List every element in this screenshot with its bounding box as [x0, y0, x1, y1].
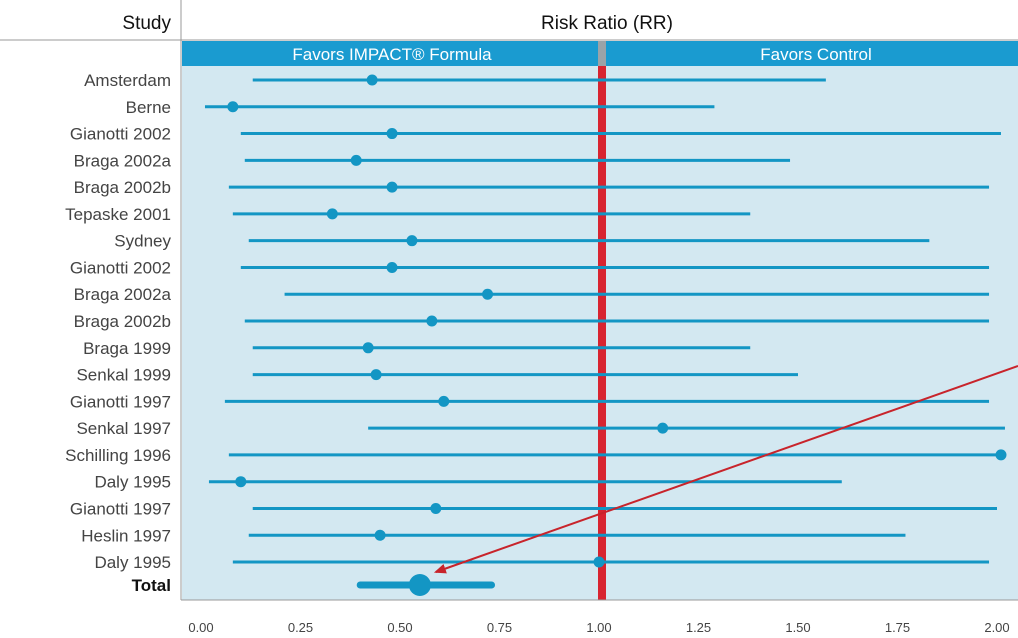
x-tick-label: 0.00	[188, 620, 213, 635]
x-tick-label: 2.00	[984, 620, 1009, 635]
point-estimate	[995, 449, 1007, 461]
study-row: Braga 1999	[83, 339, 751, 358]
study-label: Gianotti 2002	[70, 125, 171, 144]
study-label: Braga 2002b	[74, 178, 171, 197]
x-tick-label: 1.25	[686, 620, 711, 635]
study-row: Schilling 1996	[65, 446, 1007, 465]
x-tick-label: 0.75	[487, 620, 512, 635]
x-tick-label: 0.50	[387, 620, 412, 635]
point-estimate	[657, 422, 669, 434]
study-label: Heslin 1997	[81, 526, 171, 545]
favors-impact-label: Favors IMPACT® Formula	[292, 45, 492, 64]
reference-line	[598, 66, 606, 600]
point-estimate	[430, 502, 442, 514]
study-row: Braga 2002b	[74, 178, 990, 197]
study-row: Senkal 1999	[76, 366, 798, 385]
study-label: Tepaske 2001	[65, 205, 171, 224]
study-label: Schilling 1996	[65, 446, 171, 465]
point-estimate	[482, 288, 494, 300]
study-label: Senkal 1999	[76, 366, 171, 385]
point-estimate	[366, 74, 378, 86]
study-row: Braga 2002b	[74, 312, 990, 331]
point-estimate	[593, 556, 605, 568]
point-estimate	[235, 476, 247, 488]
study-label: Amsterdam	[84, 71, 171, 90]
point-estimate	[326, 208, 338, 220]
annotation	[433, 365, 1018, 574]
x-tick-label: 1.50	[785, 620, 810, 635]
study-column-header: Study	[122, 13, 171, 34]
chart-title: Risk Ratio (RR)	[541, 13, 673, 34]
study-row: Gianotti 2002	[70, 125, 1001, 144]
study-row: Senkal 1997	[76, 419, 1005, 438]
study-label: Braga 2002a	[74, 151, 172, 170]
reference-line-cap	[598, 41, 606, 66]
study-label: Gianotti 1997	[70, 392, 171, 411]
study-row: Amsterdam	[84, 71, 826, 90]
total-label: Total	[132, 576, 171, 595]
study-label: Gianotti 1997	[70, 499, 171, 518]
point-estimate	[386, 128, 398, 140]
x-tick-label: 1.00	[586, 620, 611, 635]
study-label: Braga 2002a	[74, 285, 172, 304]
study-row: Daly 1995	[94, 473, 842, 492]
point-estimate	[386, 181, 398, 193]
study-label: Daly 1995	[94, 473, 171, 492]
x-tick-label: 1.75	[885, 620, 910, 635]
annotation-arrow	[433, 365, 1018, 574]
study-row: Gianotti 1997	[70, 392, 990, 411]
total-point-estimate	[408, 574, 431, 596]
point-estimate	[374, 529, 386, 541]
study-row: Heslin 1997	[81, 526, 906, 545]
study-row: Sydney	[114, 232, 930, 251]
point-estimate	[426, 315, 438, 327]
study-label: Braga 1999	[83, 339, 171, 358]
study-label: Sydney	[114, 232, 171, 251]
favors-control-label: Favors Control	[760, 45, 871, 64]
x-tick-label: 0.25	[288, 620, 313, 635]
total-row: Total	[132, 574, 496, 596]
study-rows: Amsterdam Berne Gianotti 2002 Braga 2002a Br…	[65, 71, 1007, 596]
study-row: Gianotti 2002	[70, 258, 990, 277]
point-estimate	[386, 261, 398, 273]
point-estimate	[227, 101, 239, 113]
point-estimate	[370, 369, 382, 381]
favors-control-band	[606, 41, 1018, 66]
study-label: Berne	[126, 98, 171, 117]
point-estimate	[406, 235, 418, 247]
study-row: Berne	[126, 98, 715, 117]
point-estimate	[362, 342, 374, 354]
study-label: Senkal 1997	[76, 419, 171, 438]
x-axis-ticks: 0.00 0.25 0.50 0.75 1.00 1.25 1.50 1.75 2.00	[188, 620, 1009, 635]
favors-impact-band	[182, 41, 598, 66]
point-estimate	[438, 395, 450, 407]
study-label: Daly 1995	[94, 553, 171, 572]
study-label: Gianotti 2002	[70, 258, 171, 277]
study-row: Daly 1995	[94, 553, 990, 572]
point-estimate	[350, 154, 362, 166]
study-row: Braga 2002a	[74, 285, 990, 304]
study-row: Gianotti 1997	[70, 499, 997, 518]
study-row: Braga 2002a	[74, 151, 791, 170]
study-row: Tepaske 2001	[65, 205, 751, 224]
study-label: Braga 2002b	[74, 312, 171, 331]
